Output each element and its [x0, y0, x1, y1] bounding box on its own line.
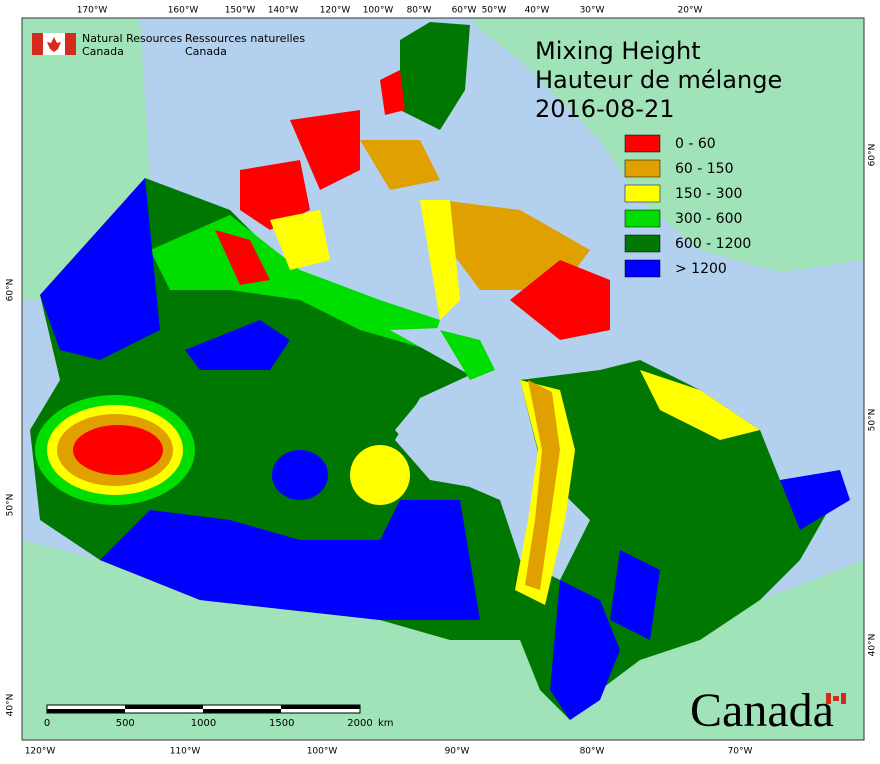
scale-label: 1500: [269, 718, 294, 729]
title: Mixing Height: [535, 37, 701, 65]
legend-label: 0 - 60: [675, 136, 716, 152]
scale-label: 2000: [347, 718, 372, 729]
legend-label: 600 - 1200: [675, 236, 751, 252]
legend-swatch: [624, 134, 661, 153]
zone-150-300: [350, 445, 410, 505]
logo-text: Natural Resources: [82, 32, 183, 45]
graticule-label: 160°W: [168, 6, 199, 16]
graticule-label: 60°W: [452, 6, 477, 16]
scale-bar-segment: [125, 705, 203, 709]
legend-swatch: [624, 234, 661, 253]
graticule-label: 80°W: [580, 747, 605, 757]
graticule-label: 90°W: [445, 747, 470, 757]
zone-0-60: [510, 260, 610, 340]
zone-300-600: [150, 215, 440, 350]
title: 2016-08-21: [535, 95, 674, 123]
zone-60-150: [525, 380, 560, 590]
canada-mixing-height: [30, 22, 850, 720]
wordmark-flag: [826, 693, 846, 704]
graticule-label: 150°W: [225, 6, 256, 16]
flag-bar: [65, 33, 76, 55]
flag-bar: [32, 33, 43, 55]
zone-600-1200: [400, 22, 470, 130]
graticule-label: 120°W: [25, 747, 56, 757]
greenland: [470, 18, 864, 272]
graticule-label: 110°W: [170, 747, 201, 757]
graticule-label: 60°N: [6, 279, 16, 302]
graticule-label: 100°W: [363, 6, 394, 16]
scale-label: 0: [44, 718, 50, 729]
zone-over-1200: [780, 470, 850, 530]
zone-over-1200: [550, 580, 620, 720]
scale-bar-segment: [281, 705, 360, 709]
scale-label: 500: [116, 718, 135, 729]
legend-swatch: [624, 159, 661, 178]
scale-unit: km: [378, 718, 394, 729]
legend-swatch: [624, 209, 661, 228]
maple-leaf: [833, 696, 839, 701]
zone-60-150: [360, 140, 440, 190]
zone-150-300: [420, 200, 460, 320]
zone-300-600: [440, 330, 495, 380]
graticule-label: 40°N: [868, 634, 878, 657]
graticule-label: 70°W: [728, 747, 753, 757]
graticule-label: 80°W: [407, 6, 432, 16]
zone-0-60: [240, 160, 310, 230]
legend-label: 60 - 150: [675, 161, 734, 177]
graticule-label: 40°W: [525, 6, 550, 16]
legend-label: 300 - 600: [675, 211, 742, 227]
zone-0-60: [215, 230, 270, 285]
legend-label: 150 - 300: [675, 186, 742, 202]
graticule-label: 100°W: [307, 747, 338, 757]
zone-over-1200: [100, 500, 480, 620]
zone-0-60: [290, 110, 360, 190]
scale-bar-segment: [47, 709, 125, 713]
graticule-label: 20°W: [678, 6, 703, 16]
graticule-label: 30°W: [580, 6, 605, 16]
legend-swatch: [624, 184, 661, 203]
wordmark: Canada: [690, 684, 834, 737]
graticule-label: 40°N: [6, 694, 16, 717]
title: Hauteur de mélange: [535, 66, 782, 94]
logo-text: Canada: [185, 45, 227, 58]
united-states: [22, 540, 864, 740]
zone-0-60: [380, 70, 405, 115]
legend-label: > 1200: [675, 261, 727, 277]
logo-text: Canada: [82, 45, 124, 58]
legend-swatch: [624, 259, 661, 278]
zone-150-300: [640, 370, 760, 440]
graticule-label: 120°W: [320, 6, 351, 16]
flag-bar: [841, 693, 846, 704]
graticule-label: 50°N: [868, 409, 878, 432]
zone-over-1200: [610, 550, 660, 640]
alaska: [22, 18, 150, 300]
logo: [32, 33, 76, 55]
graticule-label: 140°W: [268, 6, 299, 16]
graticule-label: 50°W: [482, 6, 507, 16]
map-frame: [21, 17, 865, 741]
zone-over-1200: [185, 320, 290, 370]
logo-text: Ressources naturelles: [185, 32, 305, 45]
zone-over-1200: [272, 450, 328, 500]
graticule-label: 50°N: [6, 494, 16, 517]
zone-0-60: [73, 425, 163, 475]
zone-150-300: [270, 210, 330, 270]
scale-label: 1000: [191, 718, 216, 729]
maple-leaf: [47, 37, 61, 52]
flag-bar: [826, 693, 831, 704]
zone-over-1200: [40, 178, 160, 360]
hudson-bay: [390, 328, 540, 492]
graticule-label: 60°N: [868, 144, 878, 167]
scale-bar-segment: [203, 709, 281, 713]
graticule-label: 170°W: [77, 6, 108, 16]
